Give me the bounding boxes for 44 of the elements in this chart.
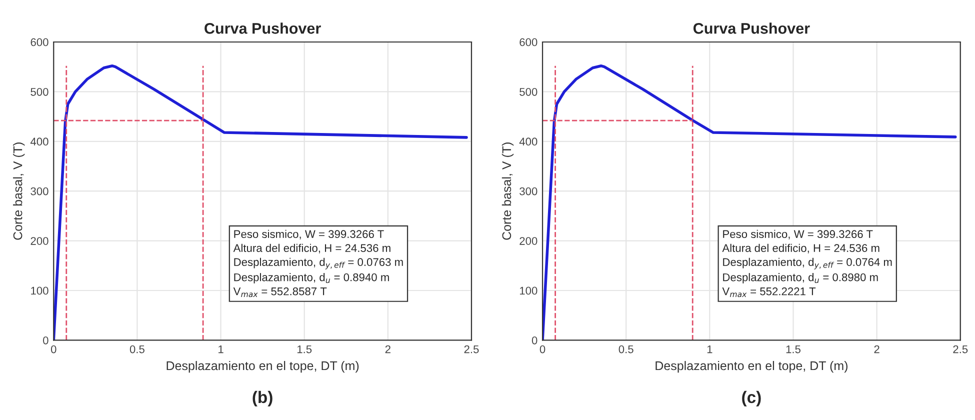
- x-tick-label: 0: [540, 345, 546, 354]
- y-tick-label: 500: [520, 88, 538, 96]
- y-tick-label: 600: [30, 38, 48, 46]
- text: (c): [742, 390, 761, 406]
- text: (b): [252, 390, 272, 406]
- x-tick-label: 0: [50, 345, 56, 354]
- annotation: Desplazamiento, d$_{y,eff}$ = 0.0763 m: [234, 258, 403, 270]
- y-tick-label: 0: [43, 336, 48, 344]
- annotation: Peso sismico, W = 399.3266 T: [723, 230, 873, 240]
- annotation: Desplazamiento, d$_{u}$ = 0.8940 m: [234, 273, 389, 284]
- x-tick-label: 2.5: [464, 345, 479, 354]
- x-axis-title: Desplazamiento en el tope, DT (m): [166, 360, 359, 373]
- annotation: V$_{max}$ = 552.8587 T: [233, 287, 327, 298]
- y-tick-label: 300: [30, 187, 48, 196]
- x-tick-label: 1: [218, 345, 224, 354]
- y-tick-label: 0: [532, 336, 538, 344]
- y-tick-label: 400: [519, 138, 538, 146]
- annotation: Desplazamiento, d$_{y,eff}$ = 0.0764 m: [723, 258, 892, 270]
- annotation: Altura del edificio, H = 24.536 m: [233, 244, 390, 254]
- annotation: Desplazamiento, d$_{u}$ = 0.8980 m: [723, 273, 878, 284]
- y-tick-label: 100: [31, 286, 48, 295]
- annotation: Altura del edificio, H = 24.536 m: [722, 244, 880, 254]
- annotation: Peso sismico, W = 399.3266 T: [234, 230, 384, 240]
- x-tick-label: 2.5: [953, 345, 968, 354]
- y-tick-label: 100: [520, 286, 538, 295]
- y-tick-label: 200: [30, 237, 48, 245]
- y-tick-label: 500: [30, 88, 48, 96]
- y-axis-title: Corte basal, V (T): [502, 142, 514, 240]
- x-tick-label: 1: [707, 345, 712, 354]
- chart-title: Curva Pushover: [204, 22, 321, 34]
- y-tick-label: 600: [520, 38, 538, 46]
- x-tick-label: 2: [385, 345, 390, 354]
- y-tick-label: 200: [520, 237, 538, 245]
- x-tick-label: 1.5: [786, 345, 800, 354]
- x-axis-title: Desplazamiento en el tope, DT (m): [656, 360, 848, 373]
- x-tick-label: 1.5: [297, 345, 312, 354]
- x-tick-label: 2: [874, 345, 880, 354]
- x-tick-label: 0.5: [130, 345, 144, 354]
- chart-title: Curva Pushover: [693, 22, 810, 34]
- y-axis-title: Corte basal, V (T): [13, 142, 25, 240]
- y-tick-label: 400: [30, 138, 48, 146]
- x-tick-label: 0.5: [618, 345, 634, 354]
- y-tick-label: 300: [520, 187, 538, 196]
- annotation: V$_{max}$ = 552.2221 T: [722, 287, 816, 298]
